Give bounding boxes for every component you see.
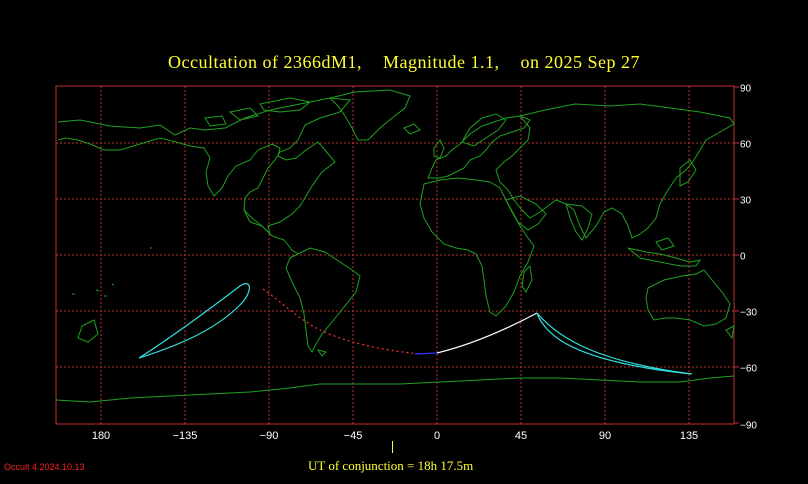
path-white-day bbox=[436, 312, 538, 354]
lat-tick-m60: −60 bbox=[740, 363, 757, 375]
lat-ticks bbox=[734, 86, 739, 424]
coast-pacific-nz bbox=[77, 319, 99, 343]
coast-new-zealand bbox=[725, 325, 735, 340]
coast-arabia bbox=[505, 195, 547, 231]
coast-south-america bbox=[285, 247, 361, 353]
lon-tick-90: 90 bbox=[598, 430, 612, 442]
lat-tick-60: 60 bbox=[740, 139, 752, 151]
coast-antarctica bbox=[55, 375, 735, 403]
coast-central-america bbox=[243, 209, 299, 255]
path-dotted-night bbox=[262, 288, 421, 355]
coast-north-america bbox=[57, 97, 351, 236]
lon-tick-180: 180 bbox=[91, 430, 111, 442]
title-object: Occultation of 2366dM1, bbox=[168, 52, 362, 72]
map-title: Occultation of 2366dM1, Magnitude 1.1, o… bbox=[0, 52, 808, 73]
lon-tick-m135: −135 bbox=[172, 430, 198, 442]
lat-tick-m90: −90 bbox=[740, 420, 757, 432]
lon-tick-m90: −90 bbox=[259, 430, 279, 442]
path-blue-twilight bbox=[414, 352, 438, 355]
coast-pacific-islands bbox=[72, 247, 152, 297]
coast-iceland bbox=[403, 123, 421, 135]
coast-indonesia bbox=[627, 237, 702, 267]
coast-japan bbox=[679, 159, 697, 187]
title-date: on 2025 Sep 27 bbox=[520, 52, 640, 72]
coast-africa bbox=[419, 177, 535, 317]
lon-tick-135: 135 bbox=[679, 430, 699, 442]
graticule bbox=[56, 86, 734, 424]
coast-india bbox=[565, 203, 593, 241]
title-magnitude: Magnitude 1.1, bbox=[382, 52, 500, 72]
version-label: Occult 4.2024.10.13 bbox=[4, 462, 85, 472]
coast-scandinavia bbox=[461, 113, 507, 147]
coast-uk bbox=[433, 139, 445, 159]
lon-tick-m45: −45 bbox=[343, 430, 363, 442]
coast-arctic-islands bbox=[204, 97, 312, 127]
coast-falklands bbox=[316, 349, 327, 357]
occultation-path bbox=[138, 283, 693, 375]
lat-tick-30: 30 bbox=[740, 195, 752, 207]
lat-tick-m30: −30 bbox=[740, 307, 757, 319]
coast-asia bbox=[495, 103, 735, 239]
coast-madagascar bbox=[521, 264, 533, 293]
coast-australia bbox=[645, 269, 731, 327]
coastlines bbox=[55, 89, 735, 403]
lat-tick-0: 0 bbox=[740, 251, 746, 263]
path-cyan-east bbox=[536, 312, 693, 375]
lat-tick-90: 90 bbox=[740, 83, 752, 95]
lon-tick-0: 0 bbox=[433, 430, 441, 442]
path-cyan-west bbox=[138, 283, 250, 359]
coast-greenland bbox=[329, 89, 411, 141]
conjunction-label: UT of conjunction = 18h 17.5m bbox=[308, 458, 474, 473]
lon-tick-45: 45 bbox=[514, 430, 528, 442]
conjunction-marker bbox=[392, 441, 393, 453]
